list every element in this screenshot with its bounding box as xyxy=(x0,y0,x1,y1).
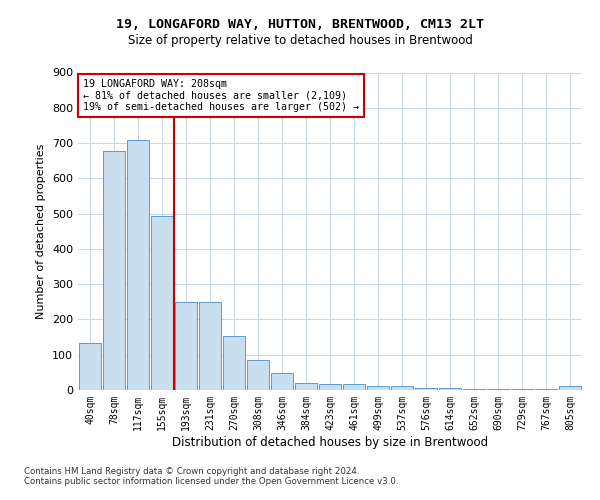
Bar xyxy=(415,388,437,390)
Text: 19, LONGAFORD WAY, HUTTON, BRENTWOOD, CM13 2LT: 19, LONGAFORD WAY, HUTTON, BRENTWOOD, CM… xyxy=(116,18,484,30)
Bar xyxy=(199,302,221,390)
Bar xyxy=(391,386,413,390)
Bar xyxy=(343,384,365,390)
Bar xyxy=(559,386,581,390)
Bar xyxy=(247,360,269,390)
Bar xyxy=(223,336,245,390)
Bar xyxy=(295,383,317,390)
Bar xyxy=(271,374,293,390)
Bar xyxy=(127,140,149,390)
Bar xyxy=(151,216,173,390)
Text: Contains public sector information licensed under the Open Government Licence v3: Contains public sector information licen… xyxy=(24,477,398,486)
Text: Size of property relative to detached houses in Brentwood: Size of property relative to detached ho… xyxy=(128,34,472,47)
Text: Contains HM Land Registry data © Crown copyright and database right 2024.: Contains HM Land Registry data © Crown c… xyxy=(24,467,359,476)
Bar xyxy=(103,151,125,390)
Bar xyxy=(79,343,101,390)
Bar xyxy=(319,384,341,390)
Bar xyxy=(367,386,389,390)
Bar xyxy=(439,388,461,390)
Text: 19 LONGAFORD WAY: 208sqm
← 81% of detached houses are smaller (2,109)
19% of sem: 19 LONGAFORD WAY: 208sqm ← 81% of detach… xyxy=(83,79,359,112)
Y-axis label: Number of detached properties: Number of detached properties xyxy=(37,144,46,319)
X-axis label: Distribution of detached houses by size in Brentwood: Distribution of detached houses by size … xyxy=(172,436,488,448)
Bar xyxy=(175,302,197,390)
